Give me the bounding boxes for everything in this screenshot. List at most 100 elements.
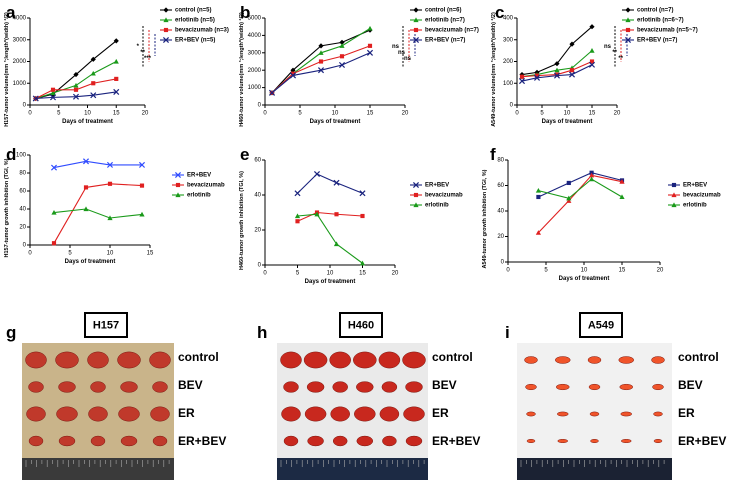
legend-label: ER+BEV	[187, 173, 211, 179]
x-tick-label: 10	[107, 251, 114, 257]
y-tick-label: 1000	[248, 85, 262, 91]
marker	[139, 211, 145, 217]
y-tick-label: 5000	[248, 16, 262, 22]
y-tick-label: 0	[501, 260, 505, 266]
series-line	[53, 208, 143, 219]
x-axis-title: Days of treatment	[542, 119, 593, 125]
legend-label: bevacizumab (n=3)	[175, 28, 229, 34]
tumor	[150, 406, 170, 422]
panel-label: a	[6, 3, 16, 22]
y-tick-label: 100	[503, 81, 514, 87]
y-axis-title: H460-tumor volume(mm ³;length*(width) ²/…	[238, 12, 245, 127]
marker	[553, 72, 561, 79]
tumor	[87, 351, 109, 369]
marker	[338, 61, 346, 69]
marker	[113, 58, 119, 64]
tumor	[306, 381, 325, 393]
marker	[367, 43, 373, 48]
marker	[359, 260, 366, 266]
photo-title: H460	[348, 319, 374, 331]
tumor	[524, 356, 538, 364]
tumor	[619, 383, 633, 391]
marker	[554, 72, 560, 77]
marker	[318, 59, 324, 64]
marker	[51, 210, 57, 215]
tumor	[589, 411, 600, 417]
marker	[625, 27, 631, 33]
marker	[413, 17, 419, 23]
marker	[359, 190, 366, 197]
marker	[535, 230, 541, 235]
annotation: *	[137, 44, 140, 50]
marker	[569, 41, 575, 47]
x-axis-title: Days of treatment	[310, 119, 361, 125]
marker	[412, 36, 420, 44]
row-label: control	[432, 350, 473, 364]
x-tick-label: 0	[263, 271, 267, 277]
tumor	[329, 351, 351, 369]
legend-label: erlotinib (n=7)	[425, 18, 465, 24]
title-box	[339, 312, 383, 338]
marker	[339, 43, 345, 48]
title-box	[84, 312, 128, 338]
x-tick-label: 0	[506, 268, 510, 274]
marker	[290, 67, 296, 73]
y-tick-label: 40	[497, 209, 504, 215]
marker	[32, 95, 39, 102]
marker	[554, 67, 560, 73]
marker	[671, 202, 677, 208]
tumor	[356, 435, 374, 447]
tumor	[620, 411, 632, 417]
series-line	[538, 174, 623, 234]
row-label: control	[678, 350, 719, 364]
legend-label: erlotinib	[187, 193, 211, 199]
tumor	[378, 351, 401, 369]
marker	[671, 182, 677, 188]
panel-label: c	[495, 3, 504, 22]
marker	[333, 179, 340, 186]
series-line	[53, 183, 143, 244]
row-label: ER	[678, 406, 695, 420]
legend-label: control (n=6)	[425, 8, 462, 14]
y-axis-title: A549-tumor volume(mm ³;length*(width) ²/…	[490, 12, 497, 127]
y-tick-label: 60	[254, 158, 261, 164]
marker	[334, 212, 339, 217]
ruler	[22, 458, 174, 480]
tumor	[379, 406, 400, 422]
tumor	[653, 439, 663, 443]
tumor	[556, 383, 570, 391]
marker	[317, 67, 325, 74]
panel-label: d	[6, 145, 16, 164]
marker	[625, 7, 631, 13]
tumor	[26, 406, 46, 422]
marker	[589, 59, 595, 64]
x-tick-label: 20	[614, 111, 621, 117]
marker	[162, 36, 170, 44]
marker	[333, 241, 340, 247]
legend-label: ER+BEV (n=7)	[637, 38, 677, 44]
legend-label: bevacizumab	[425, 193, 463, 199]
x-tick-label: 15	[359, 271, 366, 277]
y-tick-label: 40	[19, 207, 26, 213]
x-tick-label: 5	[540, 111, 544, 117]
series-line	[297, 213, 363, 264]
marker	[566, 180, 571, 186]
y-tick-label: 80	[19, 171, 26, 177]
y-tick-label: 60	[19, 189, 26, 195]
marker	[163, 17, 169, 23]
x-tick-label: 20	[657, 268, 664, 274]
tumor	[117, 351, 141, 369]
legend-label: control (n=7)	[637, 8, 674, 14]
y-tick-label: 1000	[13, 81, 27, 87]
legend-label: ER+BEV	[425, 183, 449, 189]
x-axis-title: Days of treatment	[559, 276, 610, 282]
panel-label: b	[240, 3, 250, 22]
legend-label: ER+BEV (n=7)	[425, 38, 465, 44]
tumor	[120, 381, 138, 393]
row-label: control	[178, 350, 219, 364]
marker	[82, 158, 90, 165]
marker	[566, 198, 572, 203]
photo	[517, 343, 672, 480]
tumor	[382, 435, 397, 447]
x-tick-label: 15	[113, 111, 120, 117]
